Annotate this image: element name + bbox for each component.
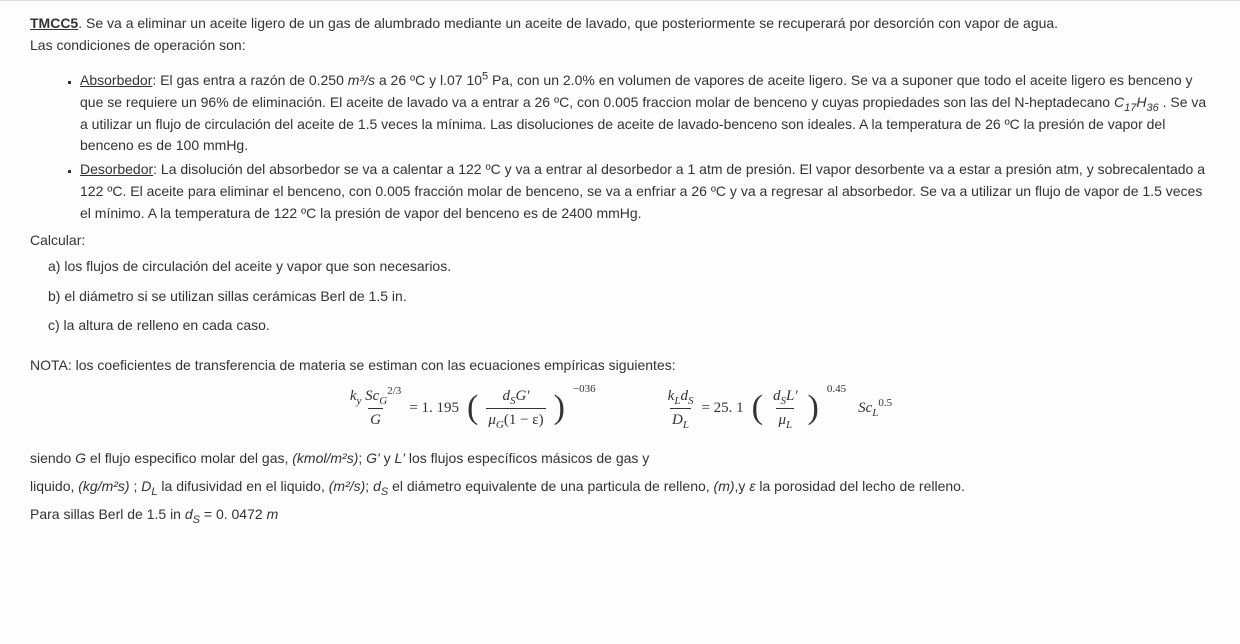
calc-list: a) los flujos de circulación del aceite …	[30, 256, 1210, 337]
def-line-3: Para sillas Berl de 1.5 in dS = 0. 0472 …	[30, 504, 1210, 526]
open-paren-icon: (	[752, 393, 763, 423]
DL-symbol: DL	[141, 478, 157, 494]
eq1-const: = 1. 195	[409, 397, 459, 420]
dS-symbol: dS	[373, 478, 388, 494]
eq2-lhs-frac: kLdS DL	[666, 385, 696, 433]
desorber-label: Desorbedor	[80, 161, 153, 177]
heptadecano-formula: C17H36	[1114, 94, 1159, 110]
intro-paragraph: TMCC5. Se va a eliminar un aceite ligero…	[30, 13, 1210, 56]
def-line-2: liquido, (kg/m²s) ; DL la difusividad en…	[30, 476, 1210, 498]
desorber-item: Desorbedor: La disolución del absorbedor…	[80, 159, 1210, 224]
eq1-paren-frac: dSG' μG(1 − ε)	[486, 385, 545, 433]
equations-row: ky ScG2/3 G = 1. 195 ( dSG' μG(1 − ε) ) …	[30, 385, 1210, 433]
eq2-exp: 0.45	[827, 381, 846, 398]
problem-id: TMCC5	[30, 15, 78, 31]
desorber-text: : La disolución del absorbedor se va a c…	[80, 161, 1205, 220]
equation-2: kLdS DL = 25. 1 ( dSL' μL ) 0.45 ScL0.5	[666, 385, 893, 433]
intro-line-2: Las condiciones de operación son:	[30, 37, 246, 53]
close-paren-icon: )	[808, 393, 819, 423]
equation-1: ky ScG2/3 G = 1. 195 ( dSG' μG(1 − ε) ) …	[348, 385, 596, 433]
unit-m3s: m³/s	[348, 72, 375, 88]
calc-c: c) la altura de relleno en cada caso.	[48, 315, 1210, 337]
absorber-item: Absorbedor: El gas entra a razón de 0.25…	[80, 70, 1210, 157]
def-line-1: siendo G el flujo especifico molar del g…	[30, 448, 1210, 470]
definitions-block: siendo G el flujo especifico molar del g…	[30, 448, 1210, 525]
calc-title: Calcular:	[30, 230, 1210, 252]
calc-b: b) el diámetro si se utilizan sillas cer…	[48, 286, 1210, 308]
note-line: NOTA: los coeficientes de transferencia …	[30, 355, 1210, 377]
conditions-list: Absorbedor: El gas entra a razón de 0.25…	[30, 70, 1210, 224]
eq2-const: = 25. 1	[701, 397, 743, 420]
absorber-text-a: : El gas entra a razón de 0.250	[152, 72, 347, 88]
open-paren-icon: (	[467, 393, 478, 423]
eq2-paren-frac: dSL' μL	[771, 385, 800, 433]
intro-line-1: . Se va a eliminar un aceite ligero de u…	[78, 15, 1058, 31]
absorber-text-b: a 26 ºC y l.07 10	[375, 72, 482, 88]
dS-symbol-2: dS	[185, 506, 200, 522]
problem-page: TMCC5. Se va a eliminar un aceite ligero…	[0, 0, 1240, 644]
absorber-label: Absorbedor	[80, 72, 152, 88]
calc-a: a) los flujos de circulación del aceite …	[48, 256, 1210, 278]
eq1-exp: −036	[573, 381, 596, 398]
eq1-lhs-frac: ky ScG2/3 G	[348, 385, 404, 433]
close-paren-icon: )	[554, 393, 565, 423]
